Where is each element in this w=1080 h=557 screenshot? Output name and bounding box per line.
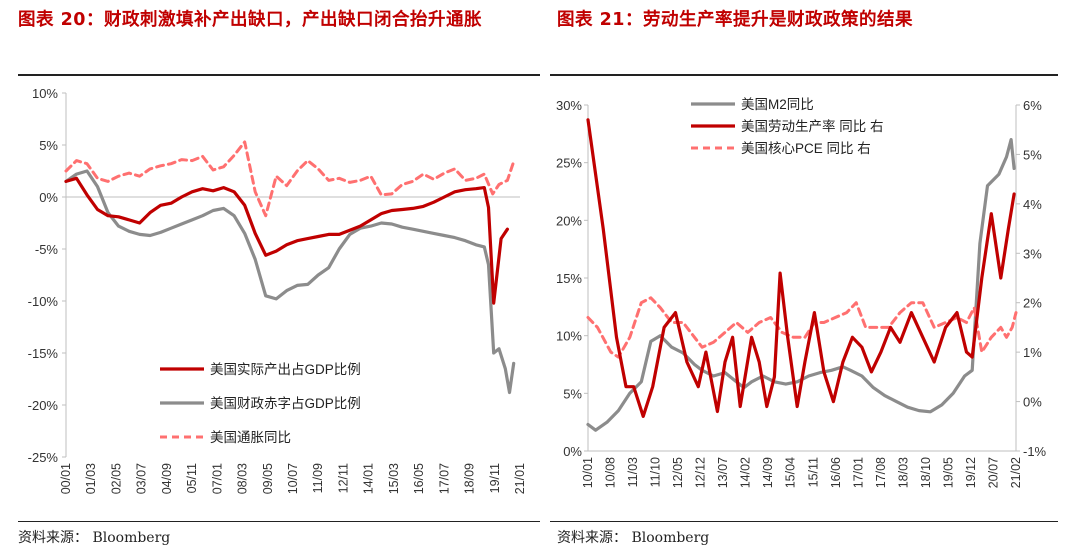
left-x-tick-label: 21/01 (513, 463, 527, 494)
left-x-tick-label: 11/09 (311, 463, 325, 493)
right-x-tick-label: 21/02 (1009, 457, 1023, 488)
left-y-tick-label: -20% (28, 398, 59, 413)
left-series-output-gap (64, 176, 509, 305)
left-x-tick-label: 00/01 (59, 463, 73, 494)
right-x-tick-label: 14/02 (739, 457, 753, 488)
right-left-tick-label: 15% (556, 271, 582, 286)
right-x-tick-label: 10/08 (604, 457, 618, 488)
right-right-tick-label: 1% (1023, 345, 1042, 360)
right-x-tick-label: 10/01 (581, 457, 595, 488)
right-source-rule (550, 521, 1058, 522)
left-x-tick-label: 04/09 (160, 463, 174, 494)
right-x-tick-label: 17/08 (874, 457, 888, 488)
left-series-deficit (64, 169, 516, 395)
right-x-tick-label: 12/05 (671, 457, 685, 488)
right-right-tick-label: 2% (1023, 296, 1042, 311)
right-legend-pce-label: 美国核心PCE 同比 右 (741, 141, 871, 156)
right-chart-panel: 图表 21：劳动生产率提升是财政政策的结果 30% 25% 20% 15% 10% 5% 0… (545, 0, 1080, 557)
right-x-tick-label: 15/11 (806, 457, 820, 487)
right-x-tick-label: 15/04 (784, 457, 798, 488)
left-legend-output-gap-label: 美国实际产出占GDP比例 (210, 362, 361, 377)
right-legend-m2-label: 美国M2同比 (741, 97, 814, 112)
right-left-tick-label: 30% (556, 98, 582, 113)
right-series-pce (586, 296, 1018, 359)
left-x-tick-label: 10/07 (286, 463, 300, 494)
right-right-tick-label: 0% (1023, 395, 1042, 410)
left-x-tick-label: 05/11 (185, 463, 199, 493)
left-x-tick-label: 02/05 (109, 463, 123, 494)
left-x-tick-label: 03/07 (135, 463, 149, 494)
right-left-tick-label: 5% (563, 386, 582, 401)
right-x-tick-label: 12/12 (694, 457, 708, 488)
left-source-text: 资料来源： Bloomberg (18, 530, 171, 546)
left-x-tick-label: 12/11 (336, 463, 350, 493)
right-x-tick-label: 16/06 (829, 457, 843, 488)
right-left-tick-label: 0% (563, 444, 582, 459)
left-x-tick-label: 15/03 (387, 463, 401, 494)
left-x-tick-label: 01/03 (84, 463, 98, 494)
left-chart-svg: 10% 5% 0% -5% -10% -15% -20% -25%00/01 01/03 02/0… (28, 86, 527, 494)
left-x-tick-label: 19/11 (488, 463, 502, 493)
right-right-tick-label: -1% (1023, 444, 1047, 459)
left-x-tick-label: 07/01 (210, 463, 224, 494)
left-title-rule (18, 74, 540, 76)
right-x-tick-label: 14/09 (761, 457, 775, 488)
left-source-rule (18, 521, 540, 522)
left-x-tick-label: 14/01 (362, 463, 376, 494)
left-x-tick-label: 08/03 (236, 463, 250, 494)
left-y-tick-label: -10% (28, 294, 59, 309)
left-y-tick-label: 10% (32, 86, 58, 101)
right-chart-title: 图表 21：劳动生产率提升是财政政策的结果 (557, 10, 913, 30)
right-x-tick-label: 18/03 (896, 457, 910, 488)
right-x-tick-label: 20/07 (986, 457, 1000, 488)
left-x-tick-label: 18/09 (463, 463, 477, 494)
right-legend-productivity-label: 美国劳动生产率 同比 右 (741, 118, 884, 134)
right-left-tick-label: 25% (556, 156, 582, 171)
right-x-tick-label: 11/10 (649, 457, 663, 487)
right-x-tick-label: 18/10 (919, 457, 933, 488)
left-x-tick-label: 09/05 (261, 463, 275, 494)
right-series-m2 (586, 138, 1016, 432)
right-right-tick-label: 4% (1023, 197, 1042, 212)
right-left-tick-label: 20% (556, 213, 582, 228)
left-series-inflation (64, 140, 516, 218)
right-x-tick-label: 11/03 (626, 457, 640, 487)
right-title-rule (550, 74, 1058, 76)
right-left-tick-label: 10% (556, 329, 582, 344)
right-source-text: 资料来源： Bloomberg (557, 530, 710, 546)
left-y-tick-label: -15% (28, 346, 59, 361)
left-y-tick-label: -5% (35, 242, 59, 257)
right-right-tick-label: 6% (1023, 98, 1042, 113)
left-x-tick-label: 17/07 (437, 463, 451, 494)
right-series-productivity (586, 118, 1016, 418)
left-y-tick-label: 0% (39, 190, 58, 205)
right-x-tick-label: 19/05 (941, 457, 955, 488)
left-chart-panel: 图表 20：财政刺激填补产出缺口，产出缺口闭合抬升通胀 10% 5% 0% -5% -1… (18, 10, 540, 546)
right-right-tick-label: 5% (1023, 147, 1042, 162)
right-x-tick-label: 17/01 (851, 457, 865, 488)
right-x-tick-label: 13/07 (716, 457, 730, 488)
left-x-tick-label: 16/05 (412, 463, 426, 494)
right-chart-svg: 30% 25% 20% 15% 10% 5% 0% 6% 5% 4% 3% 2% 1% 0% -1% 10/0… (556, 97, 1047, 488)
right-right-tick-label: 3% (1023, 246, 1042, 261)
left-legend-deficit-label: 美国财政赤字占GDP比例 (210, 396, 361, 411)
left-legend-inflation-label: 美国通胀同比 (210, 430, 291, 445)
left-chart-title: 图表 20：财政刺激填补产出缺口，产出缺口闭合抬升通胀 (18, 10, 482, 30)
left-y-tick-label: -25% (28, 450, 59, 465)
left-y-tick-label: 5% (39, 138, 58, 153)
right-x-tick-label: 19/12 (964, 457, 978, 488)
